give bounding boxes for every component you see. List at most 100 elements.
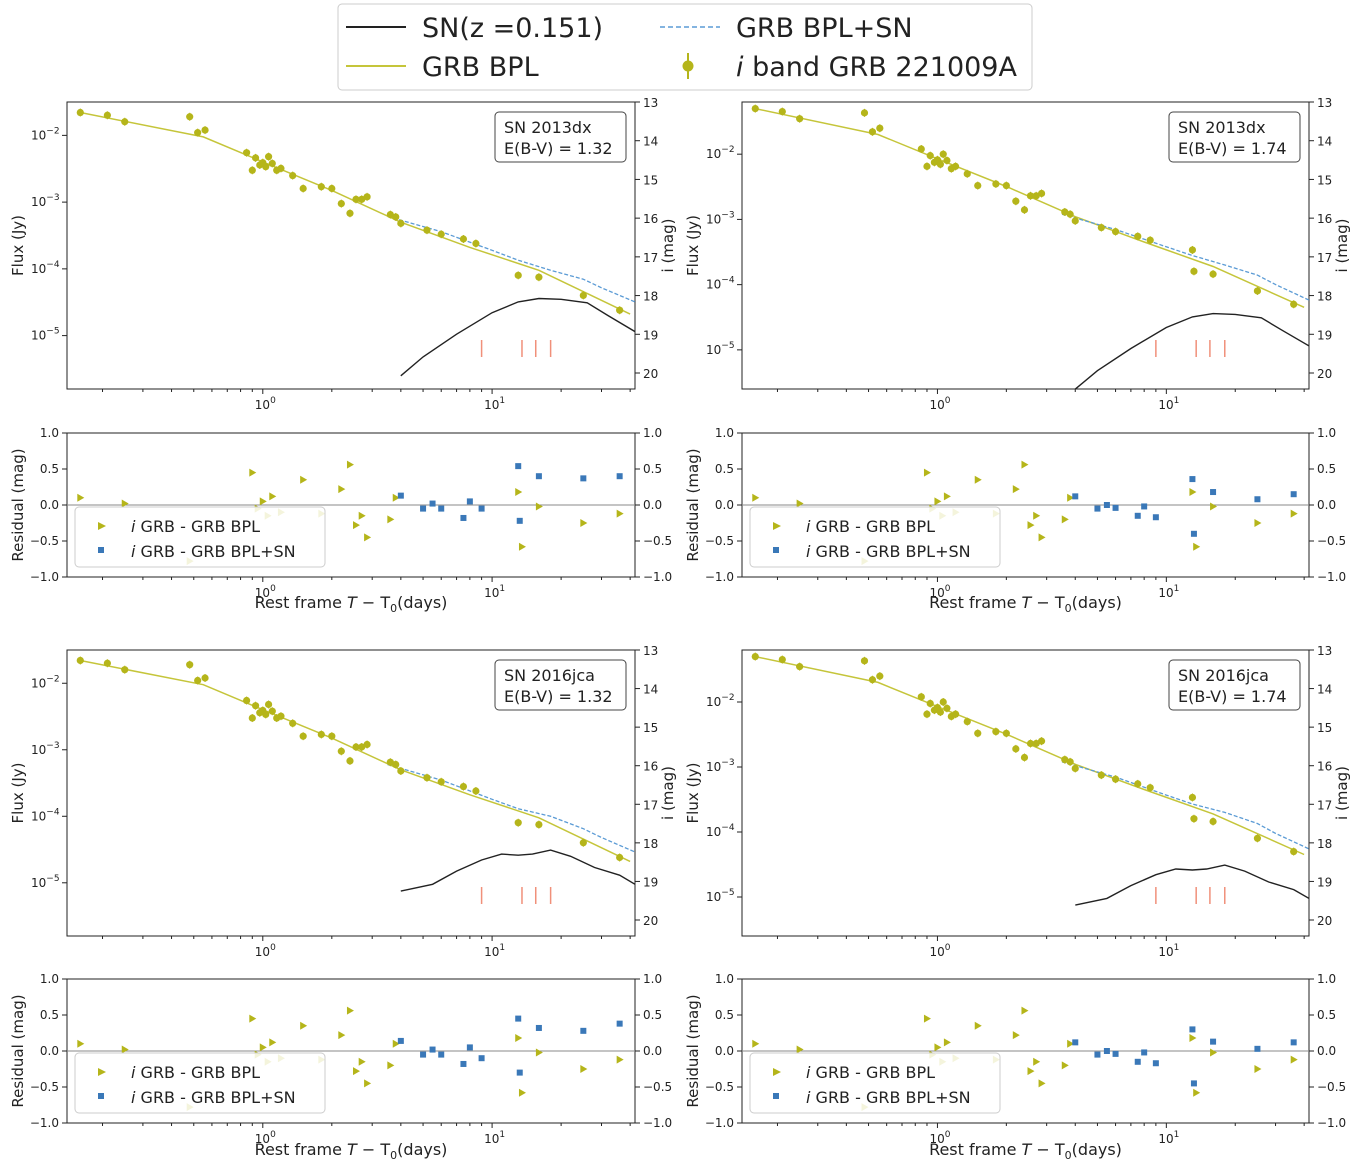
y-tick-exp: −4 (46, 807, 60, 817)
y-tick-exp: −4 (721, 276, 735, 286)
residual-legend-square (98, 547, 104, 553)
resid-x-tick-label: 100 (255, 1130, 276, 1146)
resid-combo-marker (580, 475, 587, 482)
x-axis-label: Rest frame T − T0(days) (929, 1140, 1122, 1162)
annotation-ebv: E(B-V) = 1.74 (1178, 139, 1287, 158)
grb-data-point (917, 145, 925, 153)
annotation-box (1168, 659, 1301, 711)
mag-tick-label: 20 (643, 367, 658, 381)
mag-tick-label: 13 (643, 644, 658, 658)
x-tick-exp: 0 (945, 396, 951, 406)
y-tick-label: 10−4 (706, 823, 735, 839)
grb-data-point (923, 162, 931, 170)
resid-combo-marker (397, 492, 404, 499)
flux-axis-label: Flux (Jy) (9, 763, 27, 824)
grb-data-point (392, 760, 400, 769)
x-axis-label-T: T (347, 593, 358, 612)
resid-y-tick-label-right: 1.0 (643, 972, 662, 986)
resid-x-tick-label: 100 (929, 584, 950, 600)
legend-entry: SN(z =0.151) (346, 13, 603, 44)
resid-combo-marker (397, 1037, 404, 1044)
grb-data-point (1032, 739, 1040, 748)
mag-tick-label: 13 (1317, 96, 1332, 110)
resid-combo-marker (466, 1044, 473, 1051)
x-tick-exp: 1 (1174, 943, 1180, 953)
resid-y-tick-label-right: −1.0 (1317, 1116, 1346, 1130)
y-tick-exp: −3 (46, 741, 59, 751)
resid-y-tick-label-right: −0.5 (1317, 1080, 1346, 1094)
grb-data-point (459, 782, 468, 791)
mag-tick-label: 15 (1317, 721, 1332, 735)
resid-y-tick-label: 1.0 (40, 972, 59, 986)
mag-tick-label: 19 (1317, 328, 1332, 342)
annotation-sn-name: SN 2013dx (504, 118, 592, 137)
grb-data-point (317, 730, 325, 739)
x-tick-exp: 0 (945, 943, 951, 953)
resid-x-tick-label: 101 (484, 1130, 505, 1146)
resid-combo-marker (1094, 1051, 1101, 1058)
mag-tick-label: 18 (1317, 290, 1332, 304)
mag-tick-label: 16 (1317, 760, 1332, 774)
resid-combo-marker (460, 1060, 467, 1067)
x-tick-base: 10 (255, 398, 270, 412)
grb-data-point (264, 153, 273, 161)
y-tick-base: 10 (706, 695, 721, 709)
residual-legend-label: i GRB - GRB BPL+SN (806, 542, 971, 561)
grb-data-point (751, 652, 759, 661)
resid-y-tick-label: 0.0 (40, 1044, 59, 1058)
grb-data-point (1002, 181, 1010, 190)
y-tick-label: 10−2 (31, 126, 60, 142)
resid-combo-marker (515, 463, 522, 470)
resid-y-tick-label-right: 0.5 (1317, 1008, 1336, 1022)
legend-label-text: GRB BPL+SN (736, 13, 913, 44)
sn-curve (1074, 312, 1309, 389)
flux-axis-label: Flux (Jy) (684, 763, 702, 824)
resid-bpl-marker (616, 509, 624, 518)
grb-data-point (943, 704, 951, 712)
resid-combo-marker (1112, 1050, 1119, 1057)
resid-combo-marker (478, 1055, 485, 1062)
x-tick-label: 100 (255, 943, 276, 959)
mag-tick-label: 13 (1317, 644, 1332, 658)
residual-legend-triangle (773, 1068, 781, 1076)
residual-legend-text: GRB - GRB BPL+SN (135, 542, 295, 561)
grb-data-point (1026, 192, 1035, 200)
grb-data-point (963, 717, 971, 726)
grb-data-point (121, 118, 129, 126)
resid-bpl-marker (580, 1065, 588, 1073)
residual-axis-label: Residual (mag) (9, 994, 27, 1107)
mag-tick-label: 17 (1317, 251, 1332, 265)
resid-combo-marker (616, 473, 623, 480)
grb-data-point (264, 700, 273, 709)
grb-data-point (974, 181, 982, 190)
grb-data-point (1111, 775, 1120, 783)
grb-data-point (352, 743, 360, 751)
grb-data-point (299, 184, 307, 193)
residual-legend-text: GRB - GRB BPL (135, 517, 260, 536)
residual-legend-box (74, 506, 326, 568)
x-tick-exp: 0 (270, 1130, 276, 1140)
mag-tick-label: 14 (1317, 135, 1332, 149)
grb-data-point (1002, 729, 1010, 737)
grb-data-point (876, 672, 884, 680)
residual-legend-italic: i (806, 1063, 811, 1082)
mag-tick-label: 16 (643, 760, 658, 774)
flux-axes-frame (66, 649, 636, 937)
x-tick-base: 10 (484, 1132, 499, 1146)
mag-tick-label: 18 (643, 837, 658, 851)
grb-data-point (76, 108, 84, 117)
residual-legend-label: i GRB - GRB BPL+SN (131, 1088, 296, 1107)
grb-data-point (337, 200, 345, 208)
x-tick-base: 10 (929, 398, 944, 412)
panel-top-left: 10010010110110−210−310−410−5131415161718… (9, 96, 677, 615)
y-tick-base: 10 (706, 147, 721, 161)
grb-data-point (992, 728, 1000, 736)
mag-tick-label: 14 (643, 135, 658, 149)
grb-data-point (751, 104, 759, 113)
annotation-ebv: E(B-V) = 1.74 (1178, 687, 1287, 706)
x-axis-label-suffix: (days) (397, 1140, 447, 1159)
resid-bpl-marker (974, 475, 982, 484)
residual-legend-label: i GRB - GRB BPL (806, 1063, 935, 1082)
resid-combo-marker (1190, 1080, 1197, 1087)
x-tick-label: 101 (484, 396, 505, 412)
